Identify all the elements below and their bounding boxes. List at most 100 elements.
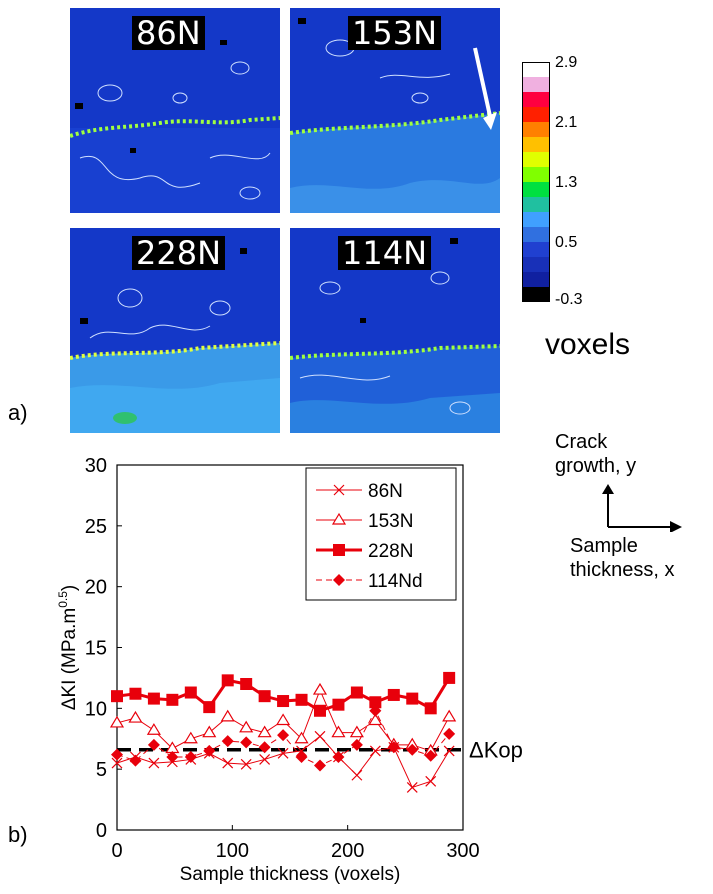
colorbar-segment [522,62,550,78]
colorbar-segment [522,152,550,168]
contour-map-228N: 228N [70,228,280,433]
crack-note-line: growth, y [555,455,637,477]
colorbar [522,62,550,302]
data-point [296,745,307,757]
data-point [184,686,197,699]
contour-map-153N: 153N [290,8,500,213]
colorbar-segment [522,122,550,138]
data-point [147,692,160,705]
map-label: 228N [132,236,226,270]
series-228N [111,671,456,717]
data-point [332,698,345,711]
data-point [387,741,400,754]
thickness-note-line: Sample [570,535,638,557]
colorbar-segment [522,272,550,288]
data-point [369,696,382,709]
data-point [331,725,346,738]
colorbar-frame [522,62,550,302]
data-point [239,720,254,733]
map-label: 86N [132,16,205,50]
data-point [276,713,291,726]
legend-label: 86N [368,481,403,502]
data-point [258,741,271,754]
data-point [313,759,326,772]
data-point [350,738,363,751]
data-point [406,692,419,705]
data-point [312,682,328,695]
colorbar-segment [522,92,550,108]
data-point [295,693,308,706]
data-point [240,758,252,770]
x-tick-label: 200 [331,840,364,862]
legend: 86N 153N 228N 114Nd [305,467,457,601]
contour-map-114N: 114N [290,228,500,433]
y-tick-label: 20 [85,577,107,599]
data-point [203,744,216,757]
data-point [111,748,123,761]
data-point [258,690,271,703]
legend-label: 114Nd [368,571,423,592]
panel-b-label: b) [8,822,28,847]
legend-label: 153N [368,511,413,532]
y-tick-label: 10 [85,698,107,720]
data-point [332,751,345,763]
data-point [129,687,142,700]
series-line [116,735,450,789]
crack-growth-note: Crack growth, y [555,430,636,478]
data-point [203,701,216,714]
y-tick-label: 15 [85,638,107,660]
colorbar-segment [522,212,550,228]
y-tick-label: 0 [96,820,107,842]
data-point [221,674,234,687]
map-label: 114N [338,236,432,270]
series-153N [109,682,457,756]
data-point [350,686,363,699]
data-point [202,725,217,738]
series-114Nd [111,704,456,772]
data-point [313,704,326,717]
data-point [406,781,418,793]
x-tick-label: 0 [111,840,122,862]
data-point [443,745,455,757]
data-point [277,695,290,708]
thickness-note-line: thickness, x [570,559,675,581]
data-point [111,757,123,769]
data-point [221,735,234,748]
y-tick-label: 25 [85,516,107,538]
data-point [240,678,253,690]
x-axis-label: Sample thickness (voxels) [180,864,401,885]
data-point [443,671,456,684]
data-point [424,702,437,715]
data-point [406,743,419,756]
data-point [220,709,235,722]
data-point [259,754,271,765]
data-point [148,757,160,769]
colorbar-segment [522,227,550,243]
colorbar-unit: voxels [545,328,631,361]
panel-a-label: a) [8,400,28,425]
data-point [183,731,198,744]
colorbar-segment [522,257,550,273]
data-point [349,725,364,738]
y-tick-label: 5 [96,759,107,781]
data-point [129,754,142,767]
contour-map-153N-image [290,8,500,213]
colorbar-tick: 2.1 [555,114,578,131]
data-point [147,738,160,751]
data-point [331,512,347,525]
data-point [424,749,437,762]
colorbar-tick: -0.3 [555,291,583,308]
legend-label: 228N [368,541,413,562]
colorbar-tick: 1.3 [555,174,578,191]
data-point [257,725,272,738]
data-point [294,731,309,744]
colorbar-tick: 2.9 [555,54,578,71]
data-point [295,751,308,763]
map-label: 153N [348,16,442,50]
data-point [109,715,125,728]
data-point [443,727,456,740]
data-point [333,544,345,556]
data-point [314,730,326,742]
data-point [333,574,345,586]
